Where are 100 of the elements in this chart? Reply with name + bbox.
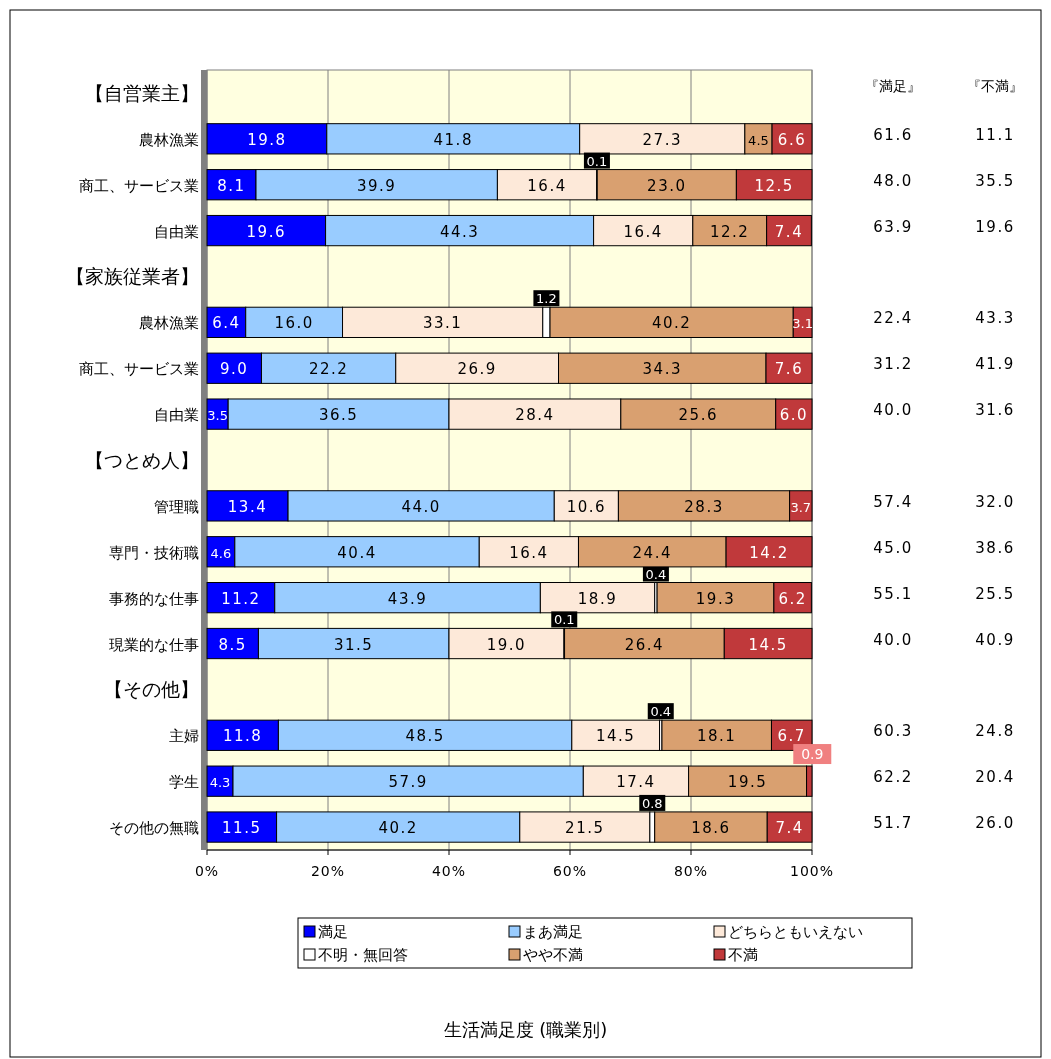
data-label: 1.2 — [536, 291, 557, 307]
data-label: 10.6 — [566, 497, 607, 516]
data-label: 28.4 — [515, 406, 555, 425]
data-label: 19.6 — [246, 222, 286, 241]
x-tick-label: 20% — [310, 863, 346, 879]
text: 19.6 — [975, 217, 1015, 236]
data-label: 44.3 — [439, 222, 480, 241]
y-tick-label: 農林漁業 — [139, 130, 199, 149]
y-tick-label: 農林漁業 — [139, 314, 199, 333]
text: 51.7 — [873, 814, 913, 833]
data-label: 8.1 — [217, 176, 246, 195]
text: 41.9 — [975, 355, 1015, 374]
data-label: 16.4 — [527, 176, 567, 195]
data-label: 48.5 — [405, 727, 445, 746]
data-label: 17.4 — [616, 773, 656, 792]
text: 20.4 — [975, 768, 1015, 787]
text: 57.4 — [873, 492, 913, 511]
data-label: 16.4 — [623, 222, 663, 241]
text: 生活満足度 (職業別) — [443, 1019, 608, 1040]
data-label: 0.1 — [586, 153, 608, 169]
text: 31.2 — [873, 355, 913, 374]
legend-label: 不明・無回答 — [318, 946, 408, 964]
data-label: 7.6 — [774, 360, 804, 379]
data-label: 34.3 — [642, 360, 682, 379]
legend-label: やや不満 — [523, 946, 583, 964]
y-tick-label: 自由業 — [154, 222, 199, 241]
text: 31.6 — [975, 401, 1015, 420]
text: 26.0 — [975, 814, 1015, 833]
text: 40.9 — [975, 630, 1015, 649]
data-label: 16.4 — [509, 543, 549, 562]
data-label: 40.4 — [337, 543, 377, 562]
text: 38.6 — [975, 538, 1015, 557]
data-label: 39.9 — [357, 176, 397, 195]
data-label: 36.5 — [318, 406, 359, 425]
x-tick-label: 40% — [431, 863, 467, 879]
text: 24.8 — [975, 722, 1015, 741]
y-tick-label: 学生 — [169, 773, 199, 792]
text: 40.0 — [873, 401, 913, 420]
text: 45.0 — [873, 538, 913, 557]
text: 25.5 — [975, 584, 1015, 603]
y-tick-label: 商工、サービス業 — [79, 176, 199, 195]
text: 61.6 — [873, 125, 913, 144]
data-label: 11.8 — [222, 727, 263, 746]
data-label: 6.7 — [777, 727, 806, 746]
data-label: 18.9 — [577, 589, 618, 608]
data-label: 4.3 — [209, 775, 231, 791]
data-label: 11.5 — [222, 819, 262, 838]
data-label: 43.9 — [387, 589, 428, 608]
text: 35.5 — [975, 171, 1015, 190]
data-label: 11.2 — [221, 589, 261, 608]
data-label: 40.2 — [378, 819, 418, 838]
data-label: 6.0 — [779, 406, 809, 425]
data-label: 0.8 — [641, 795, 663, 811]
data-label: 14.5 — [595, 727, 636, 746]
y-tick-label: 【その他】 — [104, 678, 199, 701]
x-tick-label: 100% — [789, 863, 835, 879]
data-label: 3.7 — [790, 499, 812, 515]
data-label: 19.8 — [247, 130, 287, 149]
data-label: 40.2 — [651, 314, 692, 333]
text: 『満足』 — [865, 77, 921, 94]
data-label: 22.2 — [308, 360, 349, 379]
data-label: 23.0 — [647, 176, 687, 195]
data-label: 8.5 — [218, 635, 247, 654]
data-label: 4.6 — [210, 545, 232, 561]
y-tick-label: 【家族従業者】 — [66, 265, 199, 288]
y-tick-label: 専門・技術職 — [109, 543, 199, 562]
legend-label: まあ満足 — [523, 923, 583, 941]
data-label: 28.3 — [684, 497, 724, 516]
data-label: 26.4 — [624, 635, 665, 654]
y-tick-label: 管理職 — [154, 497, 199, 516]
data-label: 12.5 — [754, 176, 794, 195]
legend-label: 満足 — [318, 923, 348, 941]
data-label: 19.0 — [486, 635, 527, 654]
data-label: 0.4 — [650, 704, 672, 720]
legend-label: 不満 — [728, 946, 758, 964]
y-tick-label: 自由業 — [154, 406, 199, 425]
data-label: 19.3 — [695, 589, 736, 608]
text: 43.3 — [975, 309, 1015, 328]
data-label: 12.2 — [710, 222, 750, 241]
data-label: 25.6 — [678, 406, 718, 425]
data-label: 7.4 — [774, 222, 804, 241]
text: 62.2 — [873, 768, 913, 787]
y-tick-label: 事務的な仕事 — [109, 589, 199, 608]
data-label: 9.0 — [220, 360, 249, 379]
data-label: 18.1 — [697, 727, 737, 746]
data-label: 6.6 — [777, 130, 807, 149]
text: 『不満』 — [967, 77, 1023, 94]
data-label: 6.2 — [778, 589, 807, 608]
text: 55.1 — [873, 584, 913, 603]
data-label: 13.4 — [227, 497, 268, 516]
data-label: 26.9 — [457, 360, 497, 379]
data-label: 7.4 — [775, 819, 804, 838]
data-label: 6.4 — [212, 314, 241, 333]
data-label: 44.0 — [401, 497, 441, 516]
data-label: 19.5 — [727, 773, 768, 792]
text: 63.9 — [873, 217, 913, 236]
text: 11.1 — [975, 125, 1015, 144]
x-tick-label: 0% — [194, 863, 220, 879]
data-label: 0.9 — [801, 746, 824, 763]
x-tick-label: 80% — [673, 863, 709, 879]
